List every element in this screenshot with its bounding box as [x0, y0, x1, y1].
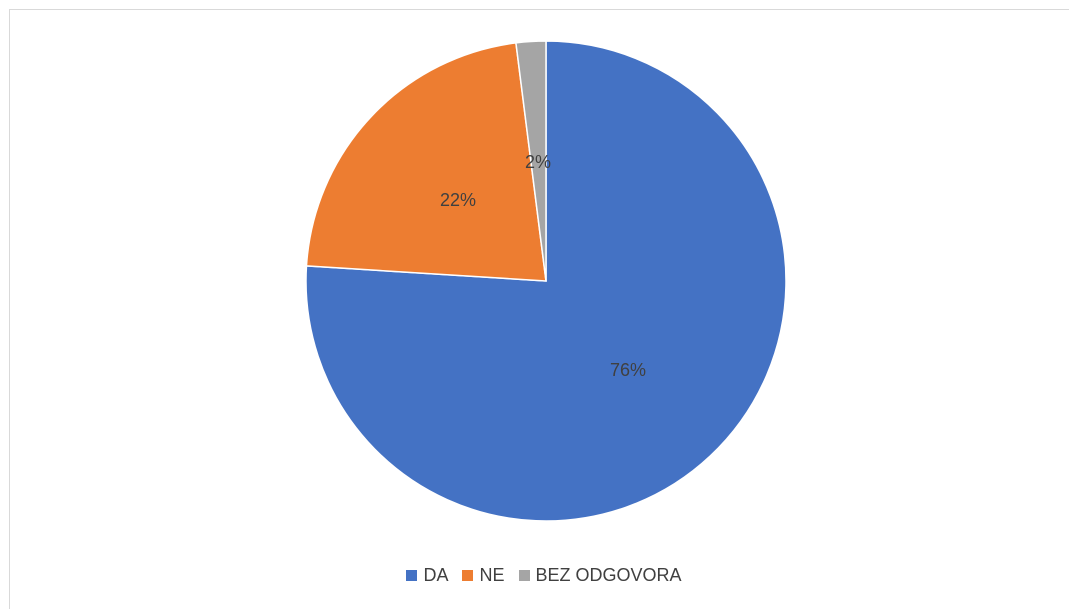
legend-label-ne: NE	[479, 564, 505, 585]
pie-slice-bez-odgovora	[515, 40, 547, 282]
legend-item-ne: NE	[462, 564, 505, 586]
legend-swatch-bez-odgovora	[518, 569, 530, 581]
pie-slice-da	[305, 40, 787, 522]
data-label-da: 76%	[610, 360, 646, 380]
legend-item-da: DA	[406, 565, 448, 586]
legend-item-bez-odgovora: BEZ ODGOVORA	[518, 564, 682, 586]
data-label-bez-odgovora: 2%	[525, 152, 551, 172]
pie-slice-ne	[305, 42, 547, 282]
data-label-ne: 22%	[440, 190, 476, 210]
chart-legend: DA NE BEZ ODGOVORA	[0, 563, 1070, 587]
legend-label-da: DA	[423, 564, 449, 585]
legend-swatch-da	[406, 569, 418, 581]
legend-swatch-ne	[462, 569, 474, 581]
legend-label-bez-odgovora: BEZ ODGOVORA	[535, 564, 682, 585]
